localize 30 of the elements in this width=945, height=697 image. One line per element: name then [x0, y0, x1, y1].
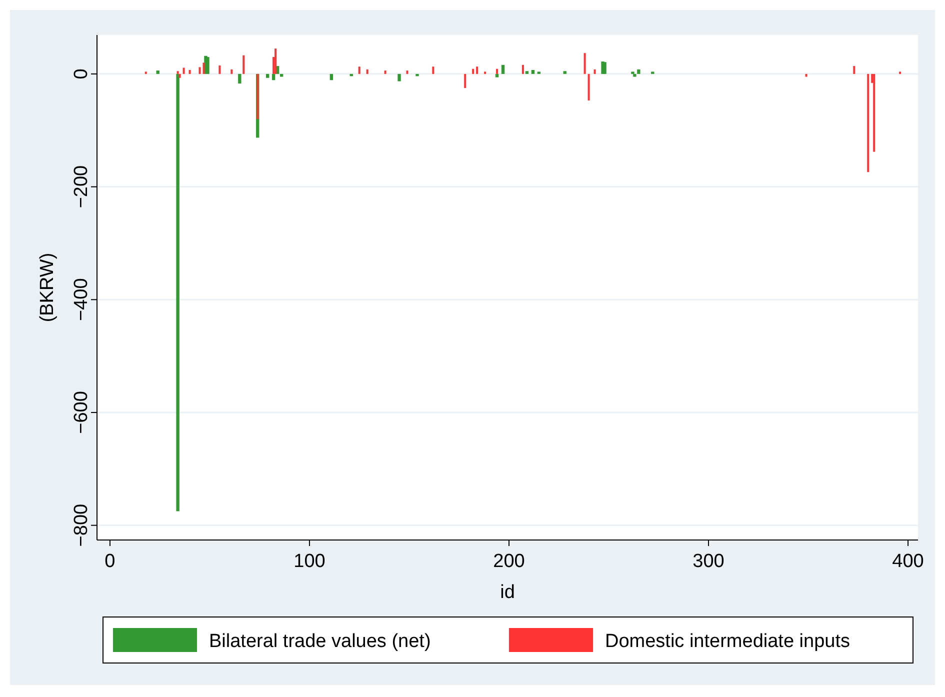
y-axis-title: (BKRW): [37, 252, 58, 322]
x-tick-label: 100: [294, 551, 326, 572]
y-tick-label: −400: [71, 278, 92, 322]
bar: [531, 70, 535, 74]
x-tick-label: 200: [493, 551, 525, 572]
y-tick-label: −200: [71, 165, 92, 208]
y-tick-label: 0: [71, 68, 92, 80]
bar: [398, 74, 401, 82]
bar: [330, 74, 334, 80]
bar: [501, 64, 505, 74]
bar: [633, 74, 636, 77]
bar: [266, 74, 270, 78]
bar: [525, 71, 529, 74]
bar: [156, 70, 160, 74]
legend-label: Bilateral trade values (net): [209, 631, 431, 652]
x-axis-title: id: [500, 582, 515, 603]
x-tick-label: 400: [892, 551, 924, 572]
bar: [176, 74, 180, 512]
y-tick-label: −800: [71, 504, 92, 547]
bar: [416, 74, 419, 76]
x-tick-label: 0: [104, 551, 116, 572]
x-tick-label: 300: [692, 551, 724, 572]
bar: [495, 74, 499, 78]
legend-label: Domestic intermediate inputs: [605, 631, 850, 652]
bar: [563, 71, 566, 74]
bar: [637, 69, 640, 74]
bar: [238, 74, 242, 84]
y-tick-label: −600: [71, 391, 92, 434]
bar: [280, 74, 284, 77]
bar: [272, 74, 276, 80]
